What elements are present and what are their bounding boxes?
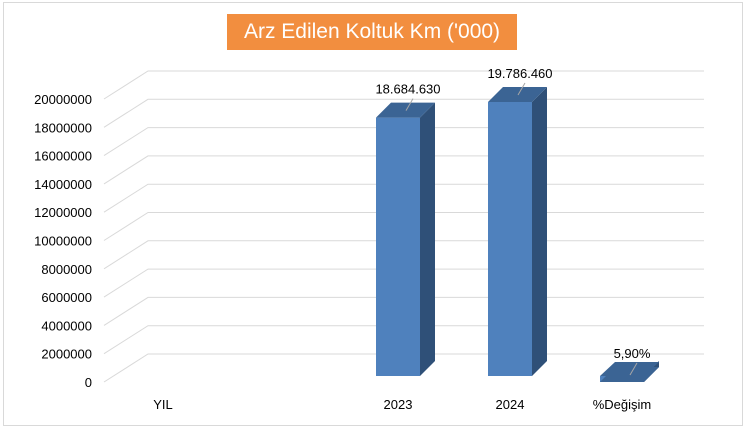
y-tick-label: 8000000 [41, 262, 92, 277]
bar-top [488, 87, 547, 103]
data-label-leader [629, 362, 638, 376]
y-tick-label: 18000000 [34, 120, 92, 135]
y-tick-label: 2000000 [41, 347, 92, 362]
bar-side [532, 87, 547, 376]
data-label-leader [405, 98, 414, 111]
bar-2024 [488, 87, 547, 376]
chart-title: Arz Edilen Koltuk Km ('000) [227, 14, 517, 50]
data-label: 5,90% [614, 346, 651, 361]
bar-front [376, 117, 420, 376]
bars [376, 87, 659, 382]
x-tick-label: 2023 [384, 397, 413, 412]
bar-%Değişim-flat [600, 362, 659, 376]
data-labels: 18.684.630 19.786.460 5,90% [375, 66, 651, 376]
y-tick-label: 10000000 [34, 234, 92, 249]
chart-frame [3, 2, 743, 426]
bar-side [420, 102, 435, 376]
x-tick-label: YIL [153, 397, 173, 412]
y-tick-label: 4000000 [41, 318, 92, 333]
bar-top [376, 102, 435, 118]
y-tick-label: 6000000 [41, 290, 92, 305]
y-tick-label: 20000000 [34, 92, 92, 107]
data-label: 19.786.460 [487, 66, 552, 81]
gridline [103, 70, 704, 100]
y-tick-label: 16000000 [34, 149, 92, 164]
y-tick-label: 14000000 [34, 177, 92, 192]
x-axis-ticks: YIL 2023 2024 %Değişim [153, 397, 651, 412]
data-label-leader [517, 82, 526, 96]
y-tick-label: 0 [85, 375, 92, 390]
x-tick-label: 2024 [496, 397, 525, 412]
y-tick-label: 12000000 [34, 205, 92, 220]
y-axis-ticks: 0 2000000 4000000 6000000 8000000 10000000 120… [34, 92, 92, 390]
bar-2023 [376, 102, 435, 376]
x-tick-label: %Değişim [593, 397, 652, 412]
bar-front [488, 102, 532, 376]
data-label: 18.684.630 [375, 82, 440, 97]
